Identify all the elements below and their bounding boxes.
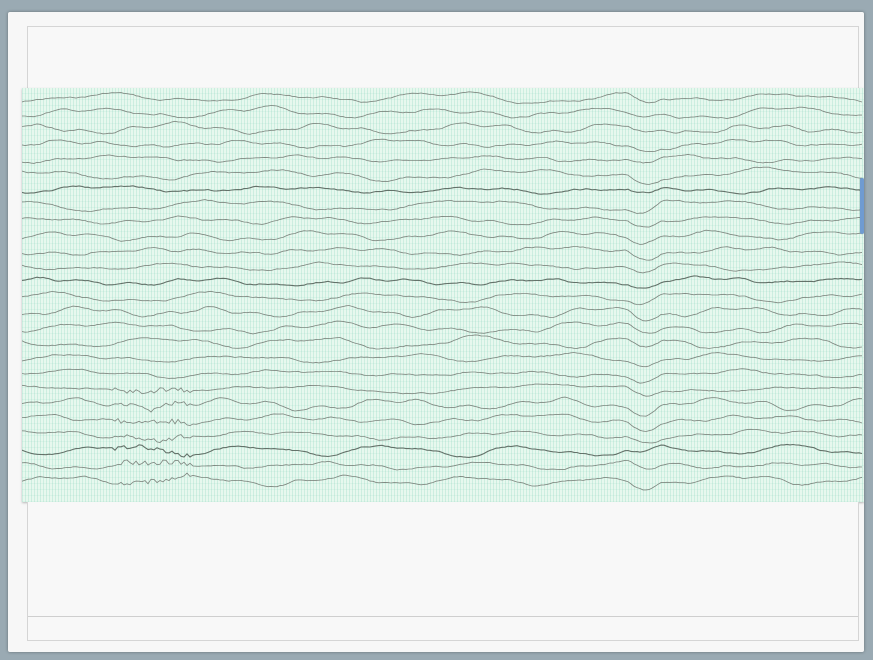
eeg-channel-trace xyxy=(22,261,863,274)
eeg-channel-trace xyxy=(22,334,863,350)
eeg-channel-trace xyxy=(22,91,863,104)
eeg-channel-trace xyxy=(22,166,863,185)
eeg-channel-trace xyxy=(22,305,863,322)
eeg-channel-trace xyxy=(22,215,862,228)
eeg-channel-trace xyxy=(22,105,863,120)
viewer-window xyxy=(8,12,864,652)
eeg-channel-trace xyxy=(22,290,863,306)
eeg-channel-trace xyxy=(22,459,863,471)
eeg-channel-trace xyxy=(22,396,863,417)
eeg-channel-trace xyxy=(22,275,863,289)
vertical-scrollbar-handle[interactable] xyxy=(860,178,864,234)
top-panel xyxy=(27,26,859,89)
eeg-channel-trace xyxy=(22,368,863,384)
eeg-channel-trace xyxy=(22,185,863,195)
bottom-divider xyxy=(28,616,858,617)
eeg-channel-trace xyxy=(22,153,863,164)
eeg-channel-trace xyxy=(22,413,863,432)
eeg-channel-trace xyxy=(22,428,863,444)
eeg-channel-trace xyxy=(22,120,863,135)
eeg-channel-trace xyxy=(22,246,863,261)
eeg-channel-trace xyxy=(22,199,863,214)
bottom-panel xyxy=(27,502,859,641)
eeg-channel-trace xyxy=(22,229,863,245)
eeg-channel-trace xyxy=(22,472,863,491)
eeg-channel-trace xyxy=(22,443,863,458)
eeg-channel-trace xyxy=(22,138,863,153)
eeg-channel-trace xyxy=(22,320,863,335)
eeg-channel-trace xyxy=(22,352,862,368)
eeg-waveform-panel[interactable] xyxy=(22,88,864,502)
eeg-channel-trace xyxy=(22,383,863,397)
eeg-waveform-canvas xyxy=(22,91,863,491)
